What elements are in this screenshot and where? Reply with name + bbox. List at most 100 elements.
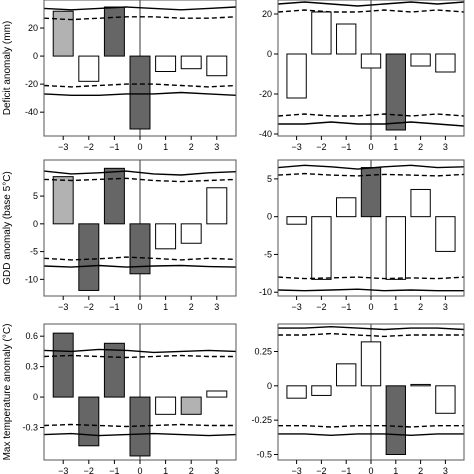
lower-solid-line [278,433,464,437]
lower-solid-line [44,432,236,437]
x-tick-label: 2 [189,466,194,474]
y-tick-label: -10 [25,274,38,284]
x-tick-label: 1 [163,302,168,312]
bar--1 [336,23,357,55]
bar--3 [52,176,74,225]
x-tick-label: 0 [368,466,373,474]
lower-dashed-line [44,256,236,261]
bar--3 [286,53,307,99]
x-tick-label: −2 [316,302,326,312]
y-tick-label: 0.25 [254,346,272,356]
lower-dashed-line [278,425,464,428]
bar-2 [180,55,202,70]
x-tick-label: 1 [163,466,168,474]
y-tick-label: -0.3 [22,423,38,433]
y-tick-label: -20 [25,79,38,89]
y-tick-label: 0 [33,51,38,61]
lower-solid-line [44,91,236,97]
panel-4: -10 -5 0 5 −3 −2 −1 0 1 2 3 [259,159,465,312]
bar-3 [435,385,456,414]
panel-plot-area [44,0,236,136]
bar-1 [155,396,177,415]
y-tick-label: -0.5 [256,450,272,460]
upper-dashed-line [278,9,464,13]
y-tick-label: 20 [262,9,272,19]
x-tick-label: 2 [418,142,423,152]
panel-1: -40 -20 0 20 −3 −2 −1 0 1 2 3 Deficit anomaly (mm) [2,0,237,152]
x-tick-label: −3 [291,302,301,312]
x-tick-label: 1 [393,466,398,474]
x-tick-label: 1 [163,142,168,152]
x-tick-label: 3 [443,302,448,312]
lower-dashed-line [44,83,236,88]
bar--2 [311,11,332,55]
upper-dashed-line [44,177,236,183]
x-tick-label: 1 [393,302,398,312]
upper-dashed-line [44,16,236,21]
x-tick-label: −2 [84,302,94,312]
bar-0 [129,223,151,275]
panel-plot-area [44,160,236,296]
bar--1 [103,342,125,398]
y-tick-label: 0 [267,381,272,391]
upper-solid-line [44,170,236,176]
y-tick-label: -20 [259,89,272,99]
y-tick-label: -40 [25,107,38,117]
panel-3: -10 -5 0 5 −3 −2 −1 0 1 2 3 GDD anomaly (base 5°C) [2,159,237,312]
x-tick-label: −1 [341,466,351,474]
lower-dashed-line [278,276,464,280]
bar-0 [360,341,382,387]
x-tick-label: 3 [214,466,219,474]
bar--3 [286,216,307,225]
upper-solid-line [44,6,236,11]
bar-3 [206,390,228,398]
bar--3 [52,10,74,57]
x-tick-label: 1 [393,142,398,152]
x-tick-label: 3 [214,142,219,152]
y-axis-label: Deficit anomaly (mm) [2,21,13,115]
x-tick-label: −3 [58,466,68,474]
lower-solid-line [278,121,464,127]
y-tick-label: -5 [30,247,38,257]
bar--2 [311,385,332,396]
x-tick-label: 0 [368,302,373,312]
y-tick-label: -0.25 [251,415,272,425]
y-tick-label: -10 [259,287,272,297]
bar-2 [410,383,431,387]
x-tick-label: −2 [84,142,94,152]
bar--3 [286,385,307,399]
y-tick-label: 0 [267,49,272,59]
bar-2 [180,396,202,415]
lower-dashed-line [278,113,464,117]
x-tick-label: −1 [109,466,119,474]
x-tick-label: 0 [137,466,142,474]
lower-solid-line [44,264,236,268]
x-tick-label: −1 [109,302,119,312]
x-tick-label: −1 [109,142,119,152]
upper-dashed-line [278,332,464,338]
upper-dashed-line [278,172,464,177]
x-tick-label: −1 [341,142,351,152]
upper-dashed-line [44,354,236,359]
bar--1 [336,197,357,218]
upper-solid-line [44,348,236,354]
bar-2 [410,188,431,218]
bar-2 [410,53,431,67]
x-tick-label: 2 [189,302,194,312]
x-tick-label: −3 [58,142,68,152]
bar-1 [385,385,406,456]
panel-plot-area [44,324,236,460]
x-tick-label: 3 [443,142,448,152]
bar--2 [78,223,100,291]
x-tick-label: 3 [214,302,219,312]
bar-3 [206,187,228,225]
panel-plot-area [278,324,464,460]
x-tick-label: 2 [418,302,423,312]
bar--1 [103,6,125,57]
bar-1 [155,223,177,250]
x-tick-label: 0 [137,142,142,152]
bar-0 [129,55,151,130]
y-tick-label: 0 [267,212,272,222]
lower-dashed-line [44,423,236,428]
